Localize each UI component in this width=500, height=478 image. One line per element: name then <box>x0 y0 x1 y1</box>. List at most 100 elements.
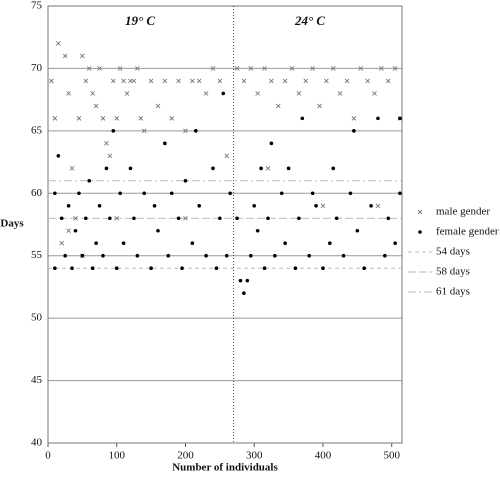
point <box>97 66 102 71</box>
point <box>245 278 250 283</box>
point <box>265 165 271 171</box>
point <box>203 91 209 96</box>
point <box>355 228 360 233</box>
point <box>135 66 140 71</box>
point <box>114 215 120 221</box>
point <box>138 116 144 121</box>
point <box>107 153 113 159</box>
legend-label: male gender <box>436 206 490 218</box>
point <box>66 91 71 96</box>
point <box>210 66 216 71</box>
point <box>269 141 274 146</box>
point <box>289 66 295 71</box>
x-tick-label: 500 <box>383 450 400 462</box>
point <box>282 78 288 84</box>
point <box>196 78 202 84</box>
point <box>241 78 247 84</box>
point <box>114 116 120 121</box>
point <box>93 103 99 109</box>
point <box>66 228 71 234</box>
point <box>56 154 61 158</box>
point <box>152 203 157 208</box>
point <box>141 128 147 134</box>
point <box>66 203 71 208</box>
x-tick-label: 100 <box>108 450 125 462</box>
point <box>190 241 195 246</box>
point <box>69 165 75 171</box>
point <box>55 41 61 46</box>
point <box>372 91 377 96</box>
point <box>275 103 281 109</box>
point <box>176 78 181 84</box>
point <box>63 253 67 258</box>
y-tick-label: 55 <box>31 249 43 261</box>
point <box>80 53 85 59</box>
y-tick-label: 60 <box>31 187 43 199</box>
point <box>121 241 126 246</box>
point <box>365 78 370 84</box>
point <box>90 266 95 271</box>
point <box>351 116 357 121</box>
point <box>352 129 356 133</box>
point <box>328 241 332 246</box>
y-tick-label: 75 <box>31 0 43 12</box>
annotation: 24° C <box>294 13 325 28</box>
point <box>169 116 175 121</box>
point <box>286 166 291 171</box>
point <box>255 228 260 233</box>
point <box>163 141 167 146</box>
x-tick-label: 0 <box>45 450 51 462</box>
x-tick-label: 200 <box>177 450 194 462</box>
point <box>393 241 397 246</box>
point <box>183 179 188 183</box>
point <box>386 216 391 221</box>
point <box>324 78 329 84</box>
point <box>128 78 133 84</box>
point <box>104 166 109 171</box>
point <box>180 266 184 271</box>
point <box>193 129 198 133</box>
point <box>86 66 92 71</box>
point <box>62 53 68 59</box>
point <box>52 116 58 121</box>
point <box>142 191 147 196</box>
point <box>83 78 89 84</box>
point <box>149 266 153 271</box>
point <box>101 253 105 258</box>
point <box>248 253 253 258</box>
point <box>273 253 277 258</box>
point <box>262 66 267 71</box>
point <box>80 253 85 258</box>
legend-label: 58 days <box>436 266 470 278</box>
point <box>114 266 119 271</box>
y-tick-label: 45 <box>31 374 43 386</box>
point <box>228 191 232 196</box>
point <box>293 266 298 271</box>
point <box>321 266 325 271</box>
point <box>337 91 343 96</box>
point <box>131 78 137 84</box>
point <box>314 203 318 208</box>
x-tick-label: 300 <box>246 450 263 462</box>
point <box>383 253 387 258</box>
point <box>162 78 168 84</box>
point <box>183 128 188 134</box>
point <box>87 179 92 183</box>
legend-label: 61 days <box>436 286 470 298</box>
legend-label: female gender <box>436 226 499 238</box>
y-tick-label: 40 <box>31 437 43 449</box>
point <box>169 191 174 196</box>
point <box>392 66 398 71</box>
y-tick-label: 65 <box>31 124 43 136</box>
point <box>334 216 339 221</box>
point <box>300 116 305 121</box>
point <box>296 91 302 96</box>
point <box>303 78 309 84</box>
point <box>211 166 215 171</box>
point <box>148 78 154 84</box>
point <box>183 215 188 221</box>
point <box>110 78 116 84</box>
point <box>310 191 315 196</box>
point <box>262 266 267 271</box>
